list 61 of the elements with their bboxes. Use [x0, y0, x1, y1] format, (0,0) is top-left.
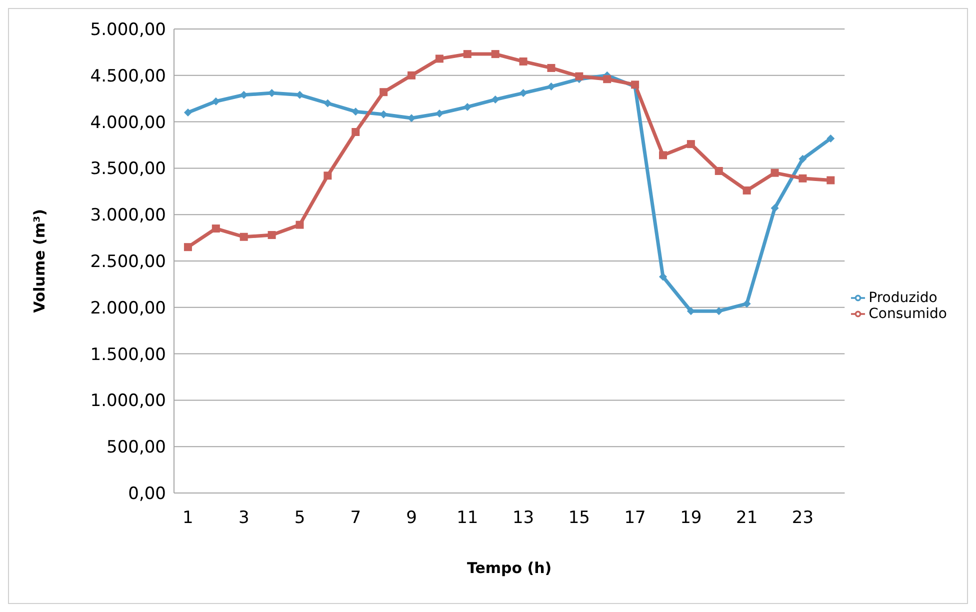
y-tick-label: 4.500,00	[90, 66, 166, 86]
point	[714, 166, 723, 175]
point	[324, 99, 332, 108]
x-tick-label: 9	[406, 508, 417, 528]
x-tick-label: 21	[736, 508, 758, 528]
point	[268, 231, 276, 240]
point	[798, 174, 807, 182]
x-tick-label: 23	[792, 508, 814, 528]
y-tick-label: 2.000,00	[90, 298, 166, 318]
x-tick-label: 15	[568, 508, 590, 528]
point	[352, 128, 360, 136]
y-tick-label: 0,00	[128, 484, 166, 504]
point	[240, 232, 248, 241]
point	[463, 50, 472, 58]
point	[686, 140, 695, 148]
x-tick-label: 3	[238, 508, 250, 528]
point	[296, 220, 304, 229]
y-tick-label: 3.000,00	[90, 206, 166, 226]
point	[826, 134, 835, 143]
point	[519, 89, 528, 98]
point	[603, 75, 612, 84]
point	[742, 186, 751, 194]
x-tick-label: 19	[680, 508, 702, 528]
x-tick-label: 11	[456, 508, 478, 528]
point	[658, 272, 667, 281]
point	[184, 108, 192, 117]
y-tick-label: 1.500,00	[90, 344, 166, 365]
point	[826, 176, 835, 184]
y-tick-label: 1.000,00	[90, 391, 166, 412]
x-axis-title: Tempo (h)	[466, 559, 552, 577]
x-tick-label: 7	[350, 508, 362, 528]
y-axis-title: Volume (m³)	[30, 209, 48, 313]
point	[658, 151, 667, 160]
y-tick-label: 500,00	[106, 438, 166, 458]
legend-label: Consumido	[868, 306, 947, 322]
point	[212, 224, 220, 233]
point	[770, 204, 779, 212]
y-tick-label: 5.000,00	[90, 20, 166, 40]
y-tick-label: 2.500,00	[90, 252, 166, 272]
point	[547, 64, 556, 72]
point	[491, 50, 500, 58]
y-tick-label: 4.000,00	[90, 112, 166, 133]
x-tick-label: 5	[294, 508, 306, 528]
point	[184, 243, 192, 252]
point	[212, 97, 220, 106]
x-tick-label: 13	[512, 508, 534, 528]
point	[519, 57, 528, 66]
point	[491, 96, 500, 104]
point	[408, 71, 416, 80]
y-tick-label: 3.500,00	[90, 159, 166, 180]
point	[324, 172, 332, 180]
point	[435, 54, 444, 63]
point	[380, 88, 388, 96]
x-tick-label: 1	[182, 508, 194, 528]
point	[798, 154, 807, 163]
legend-label: Produzido	[868, 290, 938, 306]
x-tick-label: 17	[624, 508, 646, 528]
point	[547, 82, 556, 91]
point	[742, 300, 751, 308]
point	[575, 72, 584, 80]
point	[770, 168, 779, 177]
